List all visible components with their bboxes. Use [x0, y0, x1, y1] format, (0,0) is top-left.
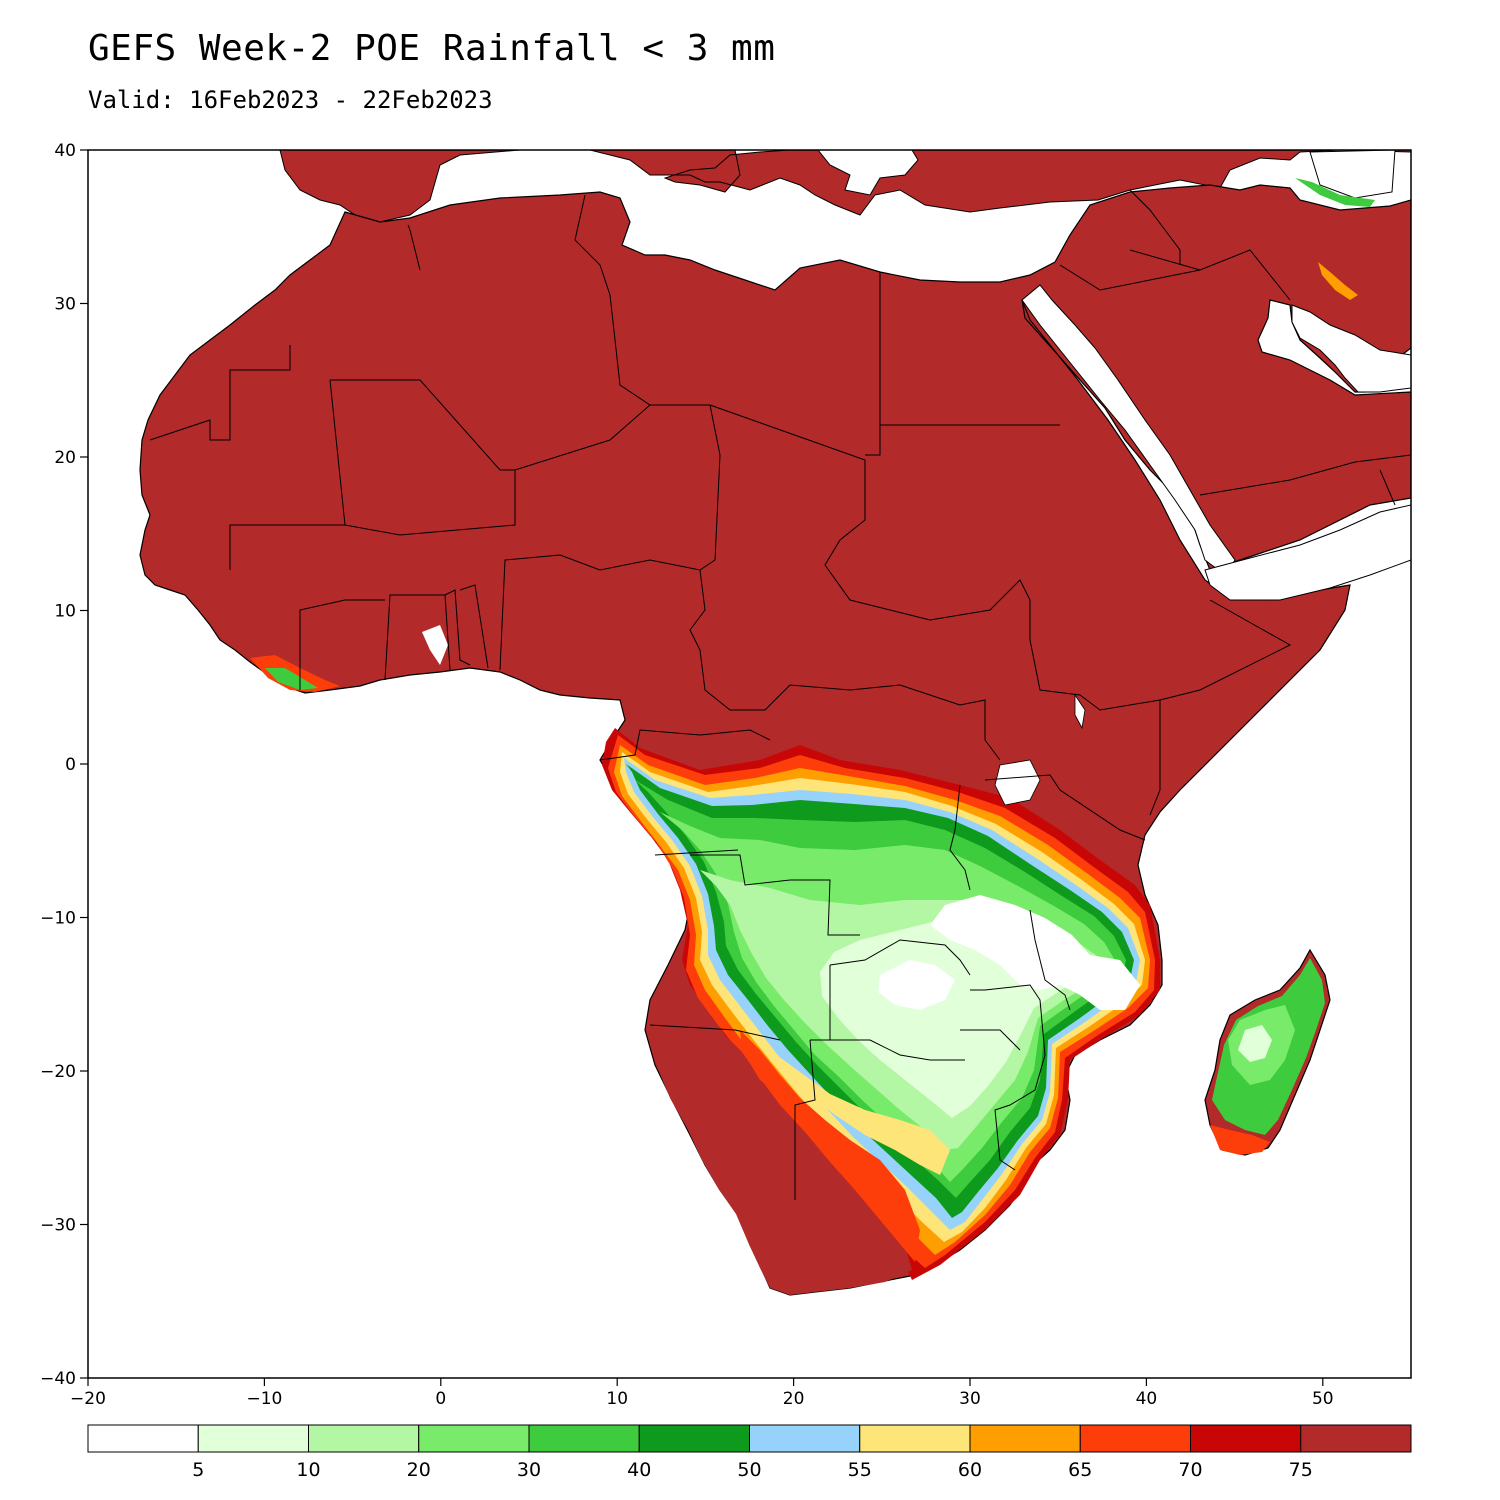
- iran-patch: [1295, 178, 1375, 207]
- x-axis: −20 −10 0 10 20 30 40 50: [70, 1378, 1334, 1409]
- colorbar-label: 50: [737, 1459, 761, 1481]
- contour-55-south: [770, 1050, 950, 1175]
- map-plot-area: [88, 150, 1411, 1378]
- colorbar-swatch: [638, 1424, 750, 1453]
- colorbar-swatch: [969, 1424, 1081, 1453]
- x-tick-label: 50: [1312, 1389, 1334, 1409]
- y-tick-label: 30: [54, 295, 76, 315]
- colorbar-swatch: [1190, 1424, 1302, 1453]
- y-tick-label: −30: [40, 1216, 76, 1236]
- map-title: GEFS Week-2 POE Rainfall < 3 mm: [88, 28, 776, 69]
- colorbar-label: 60: [958, 1459, 982, 1481]
- y-tick-label: −10: [40, 909, 76, 929]
- colorbar-swatch: [418, 1424, 530, 1453]
- lake-turkana: [1074, 693, 1086, 730]
- x-tick-label: 30: [959, 1389, 981, 1409]
- persian-gulf: [1291, 304, 1411, 393]
- contour-0: [930, 895, 1140, 1010]
- west-africa-patch: [250, 655, 340, 692]
- colorbar-swatch: [1300, 1424, 1412, 1453]
- colorbar-swatch: [528, 1424, 640, 1453]
- contour-65-south: [740, 1030, 920, 1262]
- x-tick-label: −20: [70, 1389, 106, 1409]
- rainfall-contours: [602, 728, 1160, 1295]
- y-tick-label: 10: [54, 602, 76, 622]
- colorbar-swatch: [308, 1424, 420, 1453]
- colorbar-swatch: [1079, 1424, 1191, 1453]
- colorbar-label: 75: [1289, 1459, 1313, 1481]
- x-tick-label: 20: [783, 1389, 805, 1409]
- x-tick-label: 10: [606, 1389, 628, 1409]
- y-axis: 40 30 20 10 0 −10 −20 −30 −40: [40, 141, 88, 1389]
- colorbar-swatch: [87, 1424, 199, 1453]
- colorbar-label: 70: [1178, 1459, 1202, 1481]
- colorbar-swatch: [749, 1424, 861, 1453]
- iran-patch-2: [1318, 262, 1358, 300]
- country-borders: [149, 189, 1411, 1200]
- colorbar-swatch: [197, 1424, 309, 1453]
- europe-landmass: [279, 150, 1411, 223]
- madagascar: [1204, 948, 1331, 1156]
- colorbar-label: 20: [407, 1459, 431, 1481]
- contour-0b: [878, 960, 955, 1010]
- colorbar-label: 40: [627, 1459, 651, 1481]
- lake-volta: [422, 625, 448, 665]
- y-tick-label: 20: [54, 448, 76, 468]
- y-tick-label: 40: [54, 141, 76, 161]
- colorbar-label: 30: [517, 1459, 541, 1481]
- x-tick-label: 0: [435, 1389, 446, 1409]
- colorbar-swatch: [859, 1424, 971, 1453]
- dry-interior-south: [648, 1022, 912, 1295]
- colorbar-label: 5: [192, 1459, 204, 1481]
- colorbar-label: 65: [1068, 1459, 1092, 1481]
- colorbar-label: 55: [848, 1459, 872, 1481]
- y-tick-label: −40: [40, 1369, 76, 1389]
- y-tick-label: −20: [40, 1062, 76, 1082]
- gulf-of-aden: [1204, 504, 1411, 601]
- x-tick-label: 40: [1136, 1389, 1158, 1409]
- x-tick-label: −10: [246, 1389, 282, 1409]
- colorbar-label: 10: [296, 1459, 320, 1481]
- y-tick-label: 0: [65, 755, 76, 775]
- colorbar: 5 10 20 30 40 50 55 60 65 70 75: [87, 1424, 1412, 1481]
- lake-victoria: [994, 759, 1041, 806]
- map-subtitle: Valid: 16Feb2023 - 22Feb2023: [88, 86, 493, 114]
